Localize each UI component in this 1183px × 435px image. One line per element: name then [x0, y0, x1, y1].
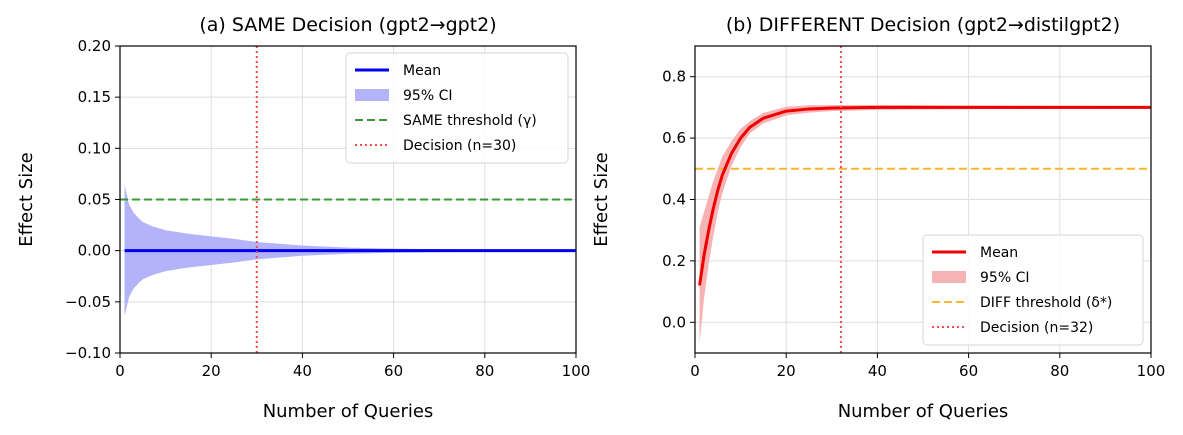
y-axis-label: Effect Size [16, 152, 37, 246]
legend-label: 95% CI [403, 88, 452, 104]
y-tick-label: 0.0 [662, 313, 686, 331]
plot-data [695, 46, 1151, 353]
legend-box [345, 52, 569, 164]
x-tick-label: 20 [202, 362, 221, 380]
x-tick-label: 40 [293, 362, 312, 380]
x-tick-label: 20 [777, 362, 796, 380]
y-tick-label: 0.05 [78, 191, 111, 209]
legend-handle-ci [355, 89, 389, 101]
x-tick-label: 40 [868, 362, 887, 380]
x-tick-label: 100 [562, 362, 591, 380]
chart-panel-0: 0 20 40 60 80 100 −0.10 −0.05 0.00 0.05 0.10 0.15 0.… [16, 14, 590, 422]
legend-label: Mean [403, 63, 441, 79]
legend-label: Mean [980, 245, 1018, 261]
legend-label: SAME threshold (γ) [403, 113, 537, 129]
legend: Mean 95% CI DIFF threshold (δ*) Decision (n… [922, 234, 1144, 346]
y-axis-label: Effect Size [591, 152, 612, 246]
chart-title: (b) DIFFERENT Decision (gpt2→distilgpt2) [726, 14, 1120, 36]
y-tick-label: 0.4 [662, 191, 686, 209]
y-tick-label: 0.8 [662, 68, 686, 86]
y-tick-label: −0.05 [65, 293, 111, 311]
legend: Mean 95% CI SAME threshold (γ) Decision (n=… [345, 52, 569, 164]
ci-band [699, 104, 1151, 344]
x-tick-label: 80 [475, 362, 494, 380]
legend-label: 95% CI [980, 270, 1029, 286]
x-axis-label: Number of Queries [838, 401, 1009, 422]
y-tick-label: 0.2 [662, 252, 686, 270]
legend-label: DIFF threshold (δ*) [980, 295, 1112, 311]
legend-box [922, 234, 1144, 346]
x-tick-label: 80 [1050, 362, 1069, 380]
plot-data [120, 46, 576, 353]
x-tick-label: 100 [1137, 362, 1166, 380]
y-tick-label: −0.10 [65, 344, 111, 362]
x-tick-label: 0 [690, 362, 700, 380]
mean-line [698, 105, 1151, 286]
y-tick-label: 0.00 [78, 242, 111, 260]
x-tick-label: 0 [115, 362, 125, 380]
legend-label: Decision (n=30) [403, 138, 516, 154]
x-tick-label: 60 [959, 362, 978, 380]
y-tick-label: 0.6 [662, 129, 686, 147]
x-tick-label: 60 [384, 362, 403, 380]
y-tick-label: 0.15 [78, 88, 111, 106]
y-tick-label: 0.10 [78, 139, 111, 157]
chart-title: (a) SAME Decision (gpt2→gpt2) [199, 14, 496, 36]
y-tick-label: 0.20 [78, 37, 111, 55]
chart-panel-1: 0 20 40 60 80 100 0.0 0.2 0.4 0.6 0.8 (b) DIFFERENT… [591, 14, 1165, 422]
legend-handle-ci [932, 271, 966, 283]
legend-label: Decision (n=32) [980, 320, 1093, 336]
x-axis-label: Number of Queries [263, 401, 434, 422]
